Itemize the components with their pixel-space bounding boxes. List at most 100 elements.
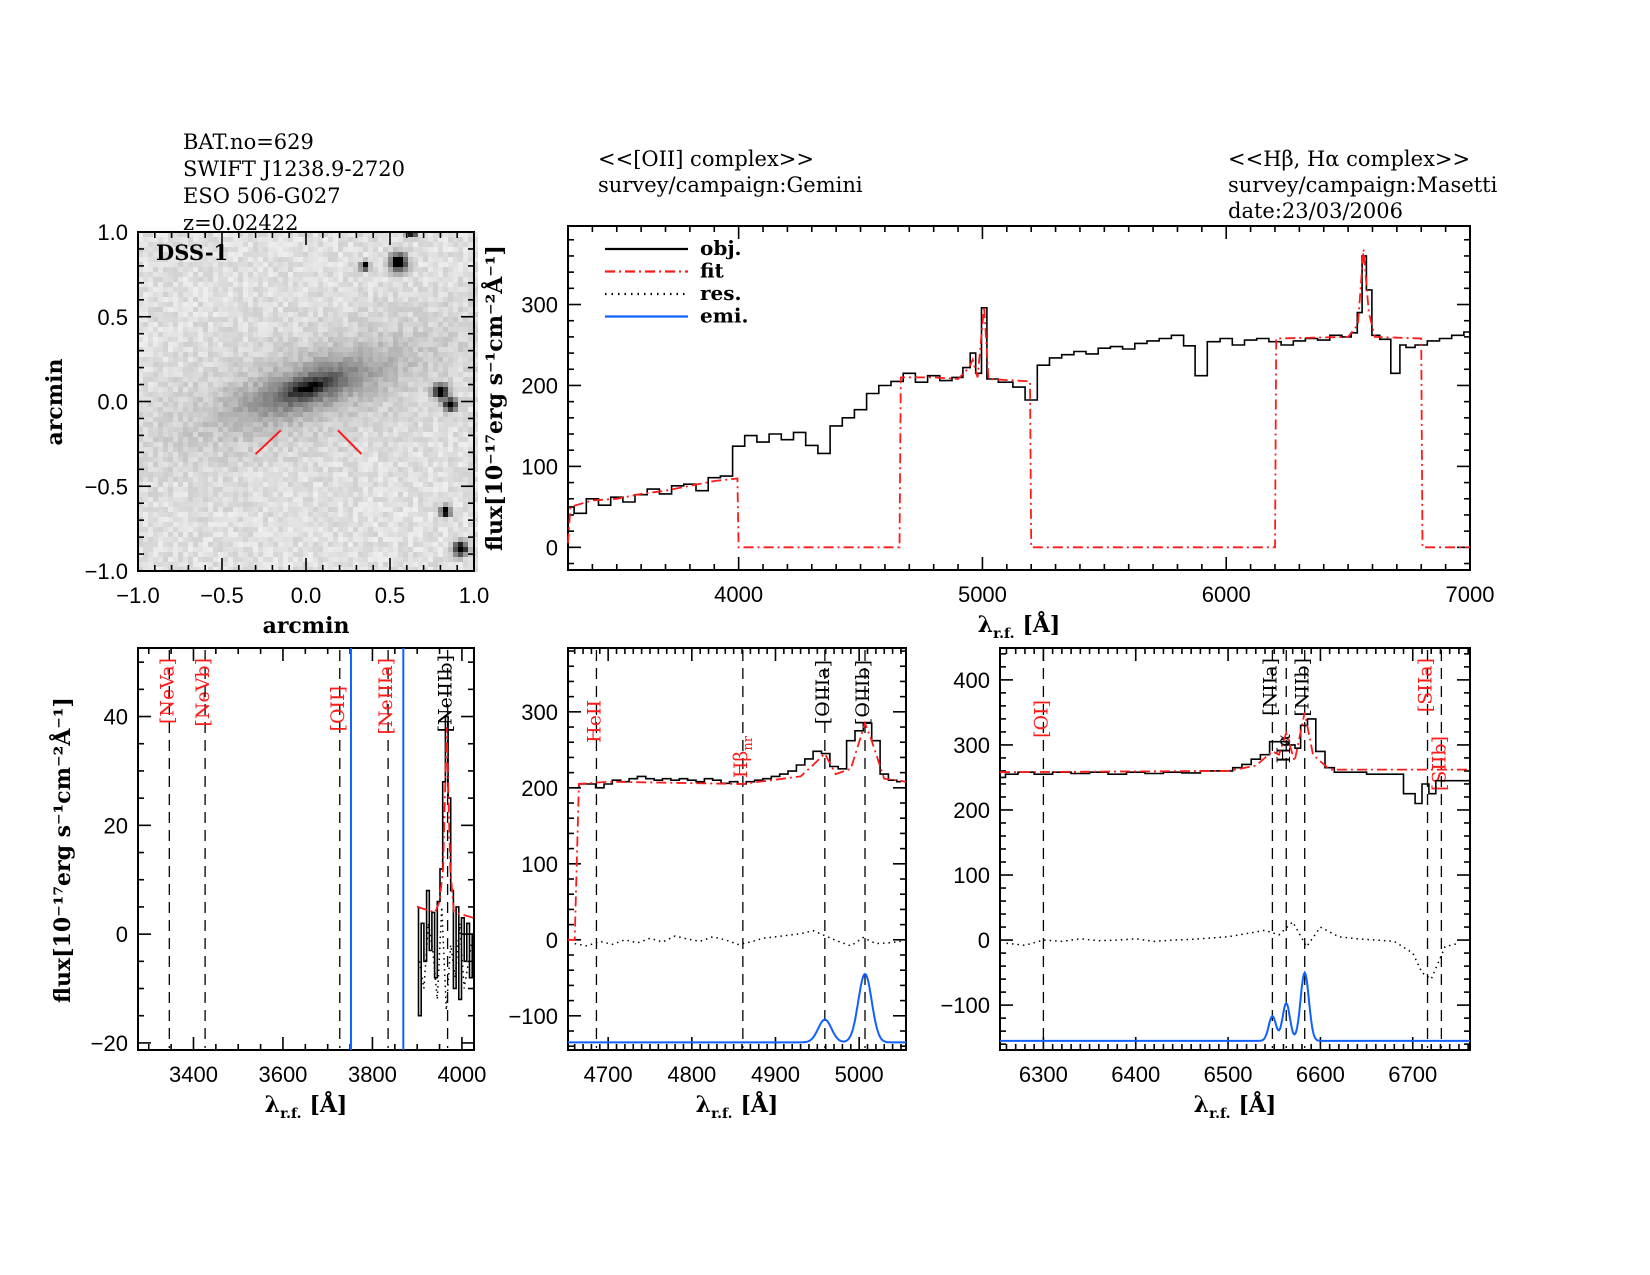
emission-line-label: [NeIIIa] <box>375 658 397 735</box>
image-pixel <box>233 482 238 487</box>
image-pixel <box>293 557 298 562</box>
image-pixel <box>468 302 473 307</box>
image-pixel <box>313 347 318 352</box>
image-pixel <box>178 272 183 277</box>
x-tick-label: 4000 <box>714 582 763 607</box>
image-pixel <box>148 492 153 497</box>
image-pixel <box>443 262 448 267</box>
image-pixel <box>343 472 348 477</box>
image-pixel <box>368 527 373 532</box>
image-pixel <box>298 287 303 292</box>
image-pixel <box>453 292 458 297</box>
image-pixel <box>148 387 153 392</box>
image-pixel <box>243 537 248 542</box>
image-pixel <box>253 302 258 307</box>
image-pixel <box>413 402 418 407</box>
image-pixel <box>448 332 453 337</box>
image-pixel <box>473 327 478 332</box>
image-pixel <box>313 312 318 317</box>
image-pixel <box>433 552 438 557</box>
image-pixel <box>398 252 403 257</box>
image-pixel <box>253 312 258 317</box>
image-pixel <box>383 382 388 387</box>
image-pixel <box>253 262 258 267</box>
image-pixel <box>293 297 298 302</box>
image-pixel <box>293 277 298 282</box>
image-pixel <box>403 287 408 292</box>
image-pixel <box>383 372 388 377</box>
image-pixel <box>248 407 253 412</box>
image-pixel <box>198 277 203 282</box>
swift-name: SWIFT J1238.9-2720 <box>183 157 405 181</box>
image-pixel <box>203 267 208 272</box>
image-pixel <box>388 512 393 517</box>
image-pixel <box>388 452 393 457</box>
image-pixel <box>198 502 203 507</box>
image-pixel <box>158 242 163 247</box>
image-pixel <box>383 437 388 442</box>
image-pixel <box>383 287 388 292</box>
image-pixel <box>398 437 403 442</box>
image-pixel <box>308 372 313 377</box>
image-pixel <box>253 382 258 387</box>
image-pixel <box>408 542 413 547</box>
image-pixel <box>378 427 383 432</box>
image-pixel <box>308 562 313 567</box>
image-pixel <box>188 447 193 452</box>
image-pixel <box>283 522 288 527</box>
image-pixel <box>298 502 303 507</box>
image-pixel <box>183 372 188 377</box>
image-pixel <box>288 527 293 532</box>
image-pixel <box>418 292 423 297</box>
image-pixel <box>263 332 268 337</box>
image-pixel <box>188 297 193 302</box>
image-pixel <box>218 422 223 427</box>
image-pixel <box>208 242 213 247</box>
image-pixel <box>343 337 348 342</box>
image-pixel <box>178 482 183 487</box>
image-pixel <box>443 397 448 402</box>
image-pixel <box>143 342 148 347</box>
image-pixel <box>183 317 188 322</box>
image-pixel <box>368 252 373 257</box>
image-pixel <box>418 262 423 267</box>
image-pixel <box>153 517 158 522</box>
image-pixel <box>273 347 278 352</box>
image-pixel <box>163 417 168 422</box>
image-pixel <box>153 302 158 307</box>
image-pixel <box>298 457 303 462</box>
image-pixel <box>318 472 323 477</box>
image-pixel <box>158 537 163 542</box>
image-pixel <box>173 307 178 312</box>
image-pixel <box>393 322 398 327</box>
y-axis-label: flux[10⁻¹⁷erg s⁻¹cm⁻²Å⁻¹] <box>481 245 508 551</box>
image-pixel <box>398 452 403 457</box>
image-pixel <box>283 387 288 392</box>
image-pixel <box>408 407 413 412</box>
image-pixel <box>343 362 348 367</box>
image-pixel <box>228 297 233 302</box>
image-pixel <box>298 402 303 407</box>
image-pixel <box>168 322 173 327</box>
image-pixel <box>343 547 348 552</box>
image-pixel <box>328 342 333 347</box>
image-pixel <box>373 547 378 552</box>
image-pixel <box>338 287 343 292</box>
image-pixel <box>268 417 273 422</box>
image-pixel <box>378 392 383 397</box>
image-pixel <box>238 487 243 492</box>
image-pixel <box>283 417 288 422</box>
image-pixel <box>303 432 308 437</box>
image-pixel <box>228 287 233 292</box>
image-pixel <box>263 262 268 267</box>
image-pixel <box>298 427 303 432</box>
image-pixel <box>458 377 463 382</box>
image-pixel <box>273 327 278 332</box>
image-pixel <box>468 542 473 547</box>
image-pixel <box>373 537 378 542</box>
image-pixel <box>158 367 163 372</box>
image-pixel <box>238 557 243 562</box>
image-pixel <box>343 457 348 462</box>
image-pixel <box>273 287 278 292</box>
image-pixel <box>258 567 263 572</box>
